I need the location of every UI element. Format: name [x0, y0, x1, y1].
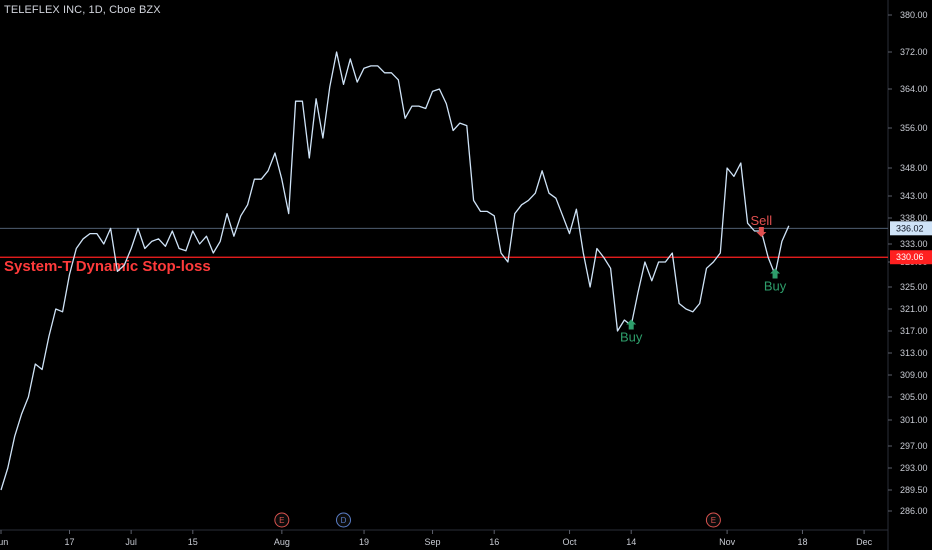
time-tick-label: 19 — [359, 537, 369, 547]
time-tick-label: 18 — [797, 537, 807, 547]
time-tick-label: Aug — [274, 537, 290, 547]
time-axis[interactable]: Jun 17 Jul 15 Aug 19 Sep 16 Oct 14 Nov 18 Dec — [0, 529, 888, 547]
price-tick-label: 325.00 — [900, 282, 928, 292]
time-tick-label: Sep — [425, 537, 441, 547]
buy-signal-arrow — [626, 319, 637, 330]
price-tick-label: 293.00 — [900, 463, 928, 473]
price-series-line — [0, 51, 790, 491]
earnings-event-label: E — [711, 516, 716, 525]
price-tick-label: 343.00 — [900, 191, 928, 201]
time-tick-label: Jul — [125, 537, 137, 547]
price-tick-label: 309.00 — [900, 370, 928, 380]
last-price-label: 336.02 — [896, 223, 924, 233]
last-price-badge — [890, 221, 932, 236]
earnings-event-marker[interactable] — [705, 512, 721, 528]
buy-signal-label: Buy — [764, 279, 787, 294]
sell-signal-arrow — [756, 227, 767, 237]
time-tick-label: Dec — [856, 537, 873, 547]
symbol-header: TELEFLEX INC, 1D, Cboe BZX — [4, 4, 161, 16]
time-tick-label: 17 — [64, 537, 74, 547]
price-tick-label: 372.00 — [900, 47, 928, 57]
time-tick-label: Jun — [0, 537, 8, 547]
price-tick-label: 348.00 — [900, 163, 928, 173]
plot-area: System-T Dynamic Stop-loss Buy Sell Buy — [0, 51, 888, 491]
time-tick-label: Oct — [563, 537, 578, 547]
price-tick-label: 305.00 — [900, 392, 928, 402]
buy-signal-label: Buy — [620, 330, 643, 345]
sell-signal-label: Sell — [751, 213, 773, 228]
price-tick-label: 333.00 — [900, 239, 928, 249]
dividend-event-label: D — [341, 516, 347, 525]
stop-loss-value-label: 330.06 — [896, 252, 924, 262]
price-tick-label: 321.00 — [900, 304, 928, 314]
stop-loss-label: System-T Dynamic Stop-loss — [4, 258, 211, 275]
price-tick-label: 297.00 — [900, 441, 928, 451]
price-tick-label: 313.00 — [900, 348, 928, 358]
dividend-event-marker[interactable] — [336, 512, 351, 528]
buy-signal-arrow — [770, 268, 781, 279]
price-tick-label: 364.00 — [900, 84, 928, 94]
time-tick-label: 14 — [626, 537, 636, 547]
price-tick-label: 317.00 — [900, 326, 928, 336]
price-tick-label: 286.00 — [900, 506, 928, 516]
price-tick-label: 338.00 — [900, 213, 928, 223]
price-tick-label: 301.00 — [900, 415, 928, 425]
stop-loss-badge — [890, 250, 932, 265]
price-axis[interactable]: 380.00 372.00 364.00 356.00 348.00 343.00 338.… — [887, 0, 932, 550]
price-tick-label: 289.50 — [900, 485, 928, 495]
time-tick-label: 15 — [188, 537, 198, 547]
price-tick-label: 356.00 — [900, 123, 928, 133]
price-tick-label: 380.00 — [900, 10, 928, 20]
time-tick-label: Nov — [719, 537, 736, 547]
earnings-event-marker[interactable] — [274, 512, 290, 528]
earnings-event-label: E — [279, 516, 284, 525]
time-tick-label: 16 — [489, 537, 499, 547]
